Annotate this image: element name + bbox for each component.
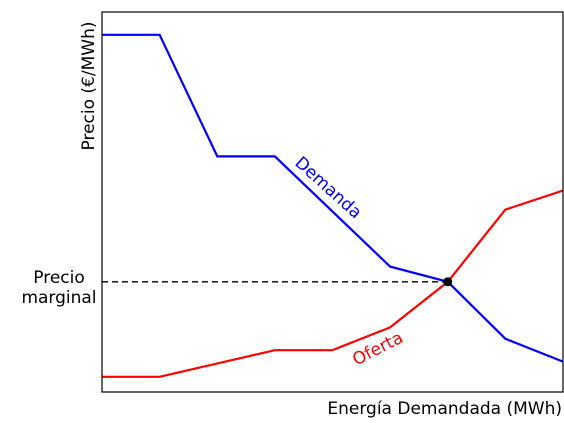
oferta-series-label: Oferta: [349, 328, 406, 370]
marginal-price-label-line2: marginal: [21, 288, 96, 308]
y-axis-label: Precio (€/MWh): [79, 22, 99, 151]
marginal-price-label-line1: Precio: [33, 268, 85, 288]
plot-area: Demanda Oferta: [102, 33, 564, 378]
oferta-line: [102, 189, 564, 378]
x-axis-label: Energía Demandada (MWh): [327, 399, 562, 419]
equilibrium-point: [443, 277, 453, 287]
demanda-line: [102, 33, 564, 363]
plot-frame: [101, 11, 564, 393]
demanda-series-label: Demanda: [291, 153, 366, 223]
